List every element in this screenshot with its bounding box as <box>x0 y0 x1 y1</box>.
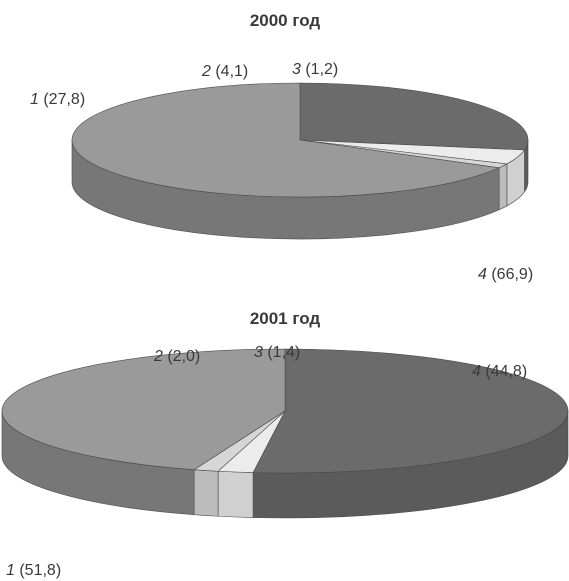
pie-chart-2000: 2000 год 1 (27,8) 2 (4,1) 3 (1,2) 4 (66,9) <box>30 11 533 283</box>
pie-side-3 <box>498 163 508 211</box>
slice-label-2: 2 (2,0) <box>153 348 200 365</box>
slice-label-3: 3 (1,2) <box>292 61 338 78</box>
chart-title: 2000 год <box>250 11 321 30</box>
slice-label-1: 1 (27,8) <box>30 91 85 108</box>
pie-side-2 <box>217 470 254 518</box>
slice-label-2: 2 (4,1) <box>201 63 248 80</box>
pie-slice-1 <box>299 82 529 151</box>
slice-label-1: 1 (51,8) <box>6 562 61 579</box>
pie-slice-4 <box>1 348 286 471</box>
chart-title: 2001 год <box>250 309 321 328</box>
slice-label-4: 4 (44,8) <box>472 363 527 380</box>
pie-side-3 <box>193 469 219 517</box>
pie-slice-4 <box>71 82 501 198</box>
slice-label-3: 3 (1,4) <box>254 344 300 361</box>
pie-chart-2001: 2001 год 1 (51,8) 2 (2,0) 3 (1,4) 4 (44,8) <box>1 309 569 579</box>
pie-slice-1 <box>252 348 569 474</box>
slice-label-4: 4 (66,9) <box>478 266 533 283</box>
